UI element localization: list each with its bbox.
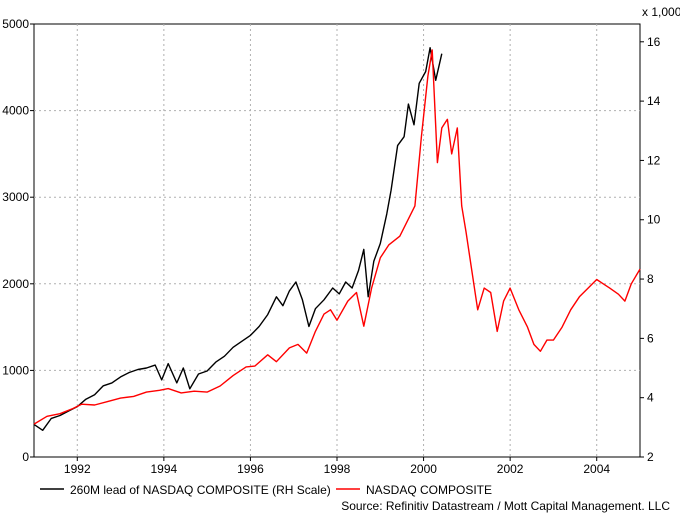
right-tick-label: 10 bbox=[647, 213, 661, 227]
legend-label-nasdaq: NASDAQ COMPOSITE bbox=[366, 483, 492, 497]
right-tick-label: 16 bbox=[647, 35, 661, 49]
left-tick-label: 4000 bbox=[2, 104, 29, 118]
left-tick-label: 2000 bbox=[2, 277, 29, 291]
right-tick-label: 4 bbox=[647, 391, 654, 405]
right-axis-labels: 2 4 6 8 10 12 14 16 bbox=[647, 35, 661, 464]
right-tick-label: 8 bbox=[647, 272, 654, 286]
right-tick-label: 12 bbox=[647, 153, 661, 167]
x-tick-label: 1994 bbox=[151, 462, 178, 476]
right-tick-label: 6 bbox=[647, 331, 654, 345]
left-tick-label: 3000 bbox=[2, 190, 29, 204]
series-line-nasdaq bbox=[33, 49, 641, 425]
right-tick-label: 2 bbox=[647, 450, 654, 464]
right-axis-multiplier: x 1,000 bbox=[642, 5, 680, 19]
left-tick-label: 5000 bbox=[2, 17, 29, 31]
source-note: Source: Refinitiv Datastream / Mott Capi… bbox=[341, 499, 670, 513]
x-tick-label: 1998 bbox=[324, 462, 351, 476]
left-axis-labels: 0 1000 2000 3000 4000 5000 bbox=[2, 17, 29, 464]
x-axis-labels: 1992 1994 1996 1998 2000 2002 2004 bbox=[64, 462, 610, 476]
series-group bbox=[33, 47, 641, 431]
x-tick-label: 1996 bbox=[237, 462, 264, 476]
left-tick-label: 1000 bbox=[2, 363, 29, 377]
x-tick-label: 2002 bbox=[497, 462, 524, 476]
x-tick-label: 1992 bbox=[64, 462, 91, 476]
left-tick-label: 0 bbox=[22, 450, 29, 464]
x-tick-label: 2000 bbox=[410, 462, 437, 476]
legend-label-lead: 260M lead of NASDAQ COMPOSITE (RH Scale) bbox=[70, 483, 331, 497]
legend: 260M lead of NASDAQ COMPOSITE (RH Scale)… bbox=[40, 483, 492, 497]
x-tick-label: 2004 bbox=[583, 462, 610, 476]
axis-ticks bbox=[30, 23, 644, 461]
series-line-lead bbox=[33, 47, 443, 431]
right-tick-label: 14 bbox=[647, 94, 661, 108]
